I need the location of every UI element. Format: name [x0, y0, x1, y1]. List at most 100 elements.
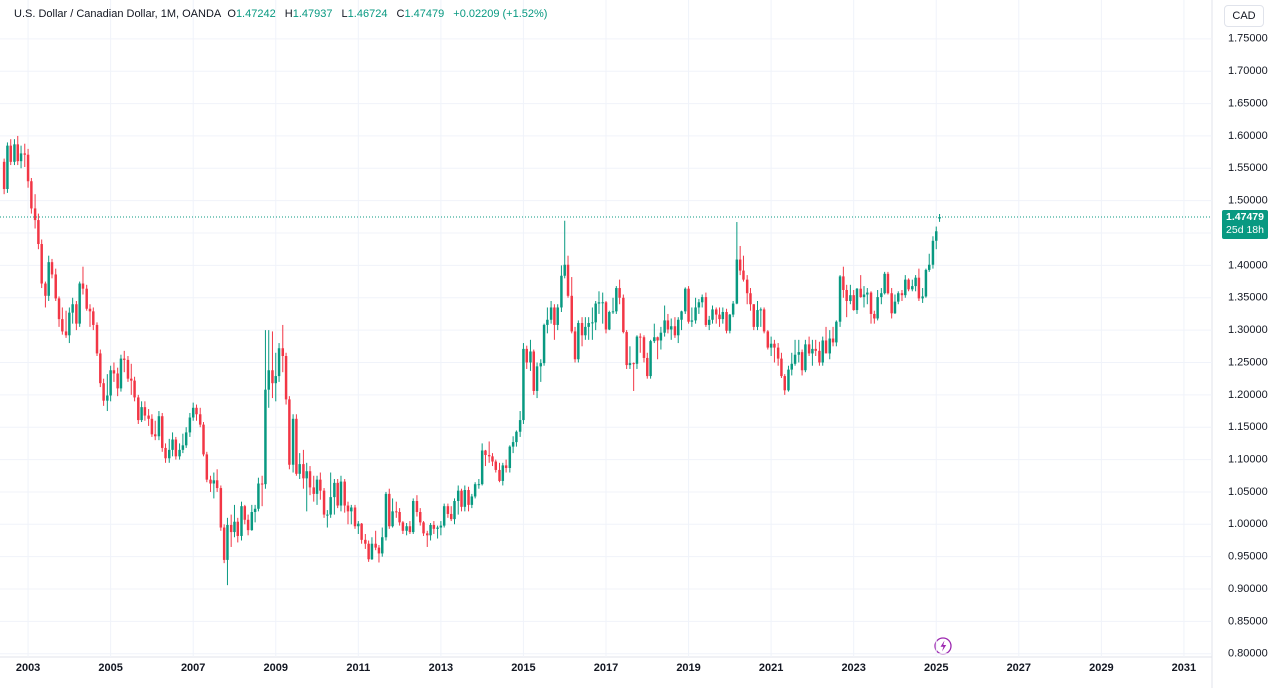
candle-body — [876, 297, 879, 319]
candle — [731, 300, 735, 318]
candle — [195, 404, 198, 421]
candle-body — [357, 523, 360, 527]
candle-body — [439, 525, 443, 528]
candle-body — [360, 523, 363, 540]
candle-body — [470, 496, 474, 505]
candle — [160, 412, 164, 452]
candle — [580, 317, 584, 347]
candle — [773, 339, 776, 363]
candle — [522, 343, 525, 424]
candle-body — [811, 348, 814, 354]
candle — [911, 279, 914, 292]
candle-body — [642, 337, 646, 358]
candle-body — [257, 483, 260, 509]
candle — [61, 307, 64, 335]
candle-body — [19, 153, 23, 162]
candle-body — [835, 321, 838, 343]
candle-body — [23, 153, 27, 155]
candle-body — [828, 338, 831, 354]
candles — [0, 0, 1212, 657]
candle — [81, 266, 85, 295]
candle — [68, 307, 71, 344]
ohlc-key: O — [227, 8, 236, 20]
candle-body — [566, 264, 570, 296]
candle — [305, 462, 308, 512]
candle — [752, 304, 756, 331]
candle — [855, 288, 859, 314]
candle-body — [370, 543, 374, 560]
candle-body — [143, 407, 147, 416]
candle — [209, 475, 212, 492]
candle-body — [109, 370, 112, 396]
candle — [140, 401, 143, 423]
candle-body — [291, 418, 295, 465]
x-tick-label: 2027 — [1007, 662, 1031, 674]
candle-body — [780, 358, 783, 377]
candle — [622, 294, 625, 334]
candle-body — [271, 370, 274, 384]
candle — [226, 517, 229, 586]
candle-body — [749, 293, 752, 305]
candle — [391, 498, 394, 528]
candle-body — [917, 277, 921, 299]
candle-body — [927, 264, 931, 270]
x-tick-label: 2029 — [1089, 662, 1113, 674]
candle-body — [669, 326, 673, 330]
candle-body — [312, 487, 315, 494]
candle-body — [281, 348, 285, 357]
candle — [408, 521, 412, 535]
candle — [319, 472, 322, 500]
candle — [666, 313, 670, 334]
candle-body — [845, 289, 848, 301]
candle-body — [157, 416, 161, 437]
candle-body — [436, 527, 439, 529]
candle — [656, 336, 659, 360]
candle-body — [663, 320, 666, 333]
candle — [859, 275, 862, 298]
candle — [30, 178, 33, 214]
candle — [99, 349, 102, 388]
candle-body — [511, 442, 515, 447]
currency-button[interactable]: CAD — [1224, 5, 1264, 27]
candle — [487, 441, 491, 463]
candle — [243, 504, 247, 525]
candle-body — [725, 311, 728, 331]
candle-body — [418, 512, 422, 523]
candle — [13, 139, 16, 166]
candle — [542, 323, 546, 366]
candle-body — [188, 417, 192, 433]
candle — [721, 307, 725, 324]
candle — [618, 279, 621, 305]
replay-icon[interactable] — [934, 637, 952, 655]
candle — [677, 317, 680, 344]
candle — [628, 346, 632, 369]
candle-body — [570, 295, 573, 332]
candle-body — [577, 322, 580, 360]
candle — [611, 297, 615, 314]
x-tick-label: 2025 — [924, 662, 948, 674]
candle-body — [880, 293, 883, 298]
candle — [756, 300, 759, 331]
candle — [467, 486, 470, 512]
candle — [480, 443, 484, 486]
candle-body — [563, 264, 566, 276]
candle — [346, 501, 350, 525]
candle-body — [484, 450, 487, 456]
y-tick-label: 1.55000 — [1228, 162, 1268, 174]
candle — [663, 305, 666, 337]
x-tick-label: 2019 — [676, 662, 700, 674]
candle — [246, 514, 250, 536]
candle — [298, 453, 301, 479]
candle-body — [346, 505, 350, 512]
candle — [842, 266, 845, 298]
candle-body — [236, 521, 240, 536]
candle-body — [742, 270, 745, 280]
candle-body — [501, 465, 505, 481]
candle-body — [233, 521, 236, 533]
candle — [50, 258, 54, 279]
candle — [322, 488, 326, 518]
candle-body — [140, 407, 143, 421]
candle — [897, 291, 900, 305]
candle-body — [611, 311, 615, 313]
candle-body — [842, 276, 845, 290]
